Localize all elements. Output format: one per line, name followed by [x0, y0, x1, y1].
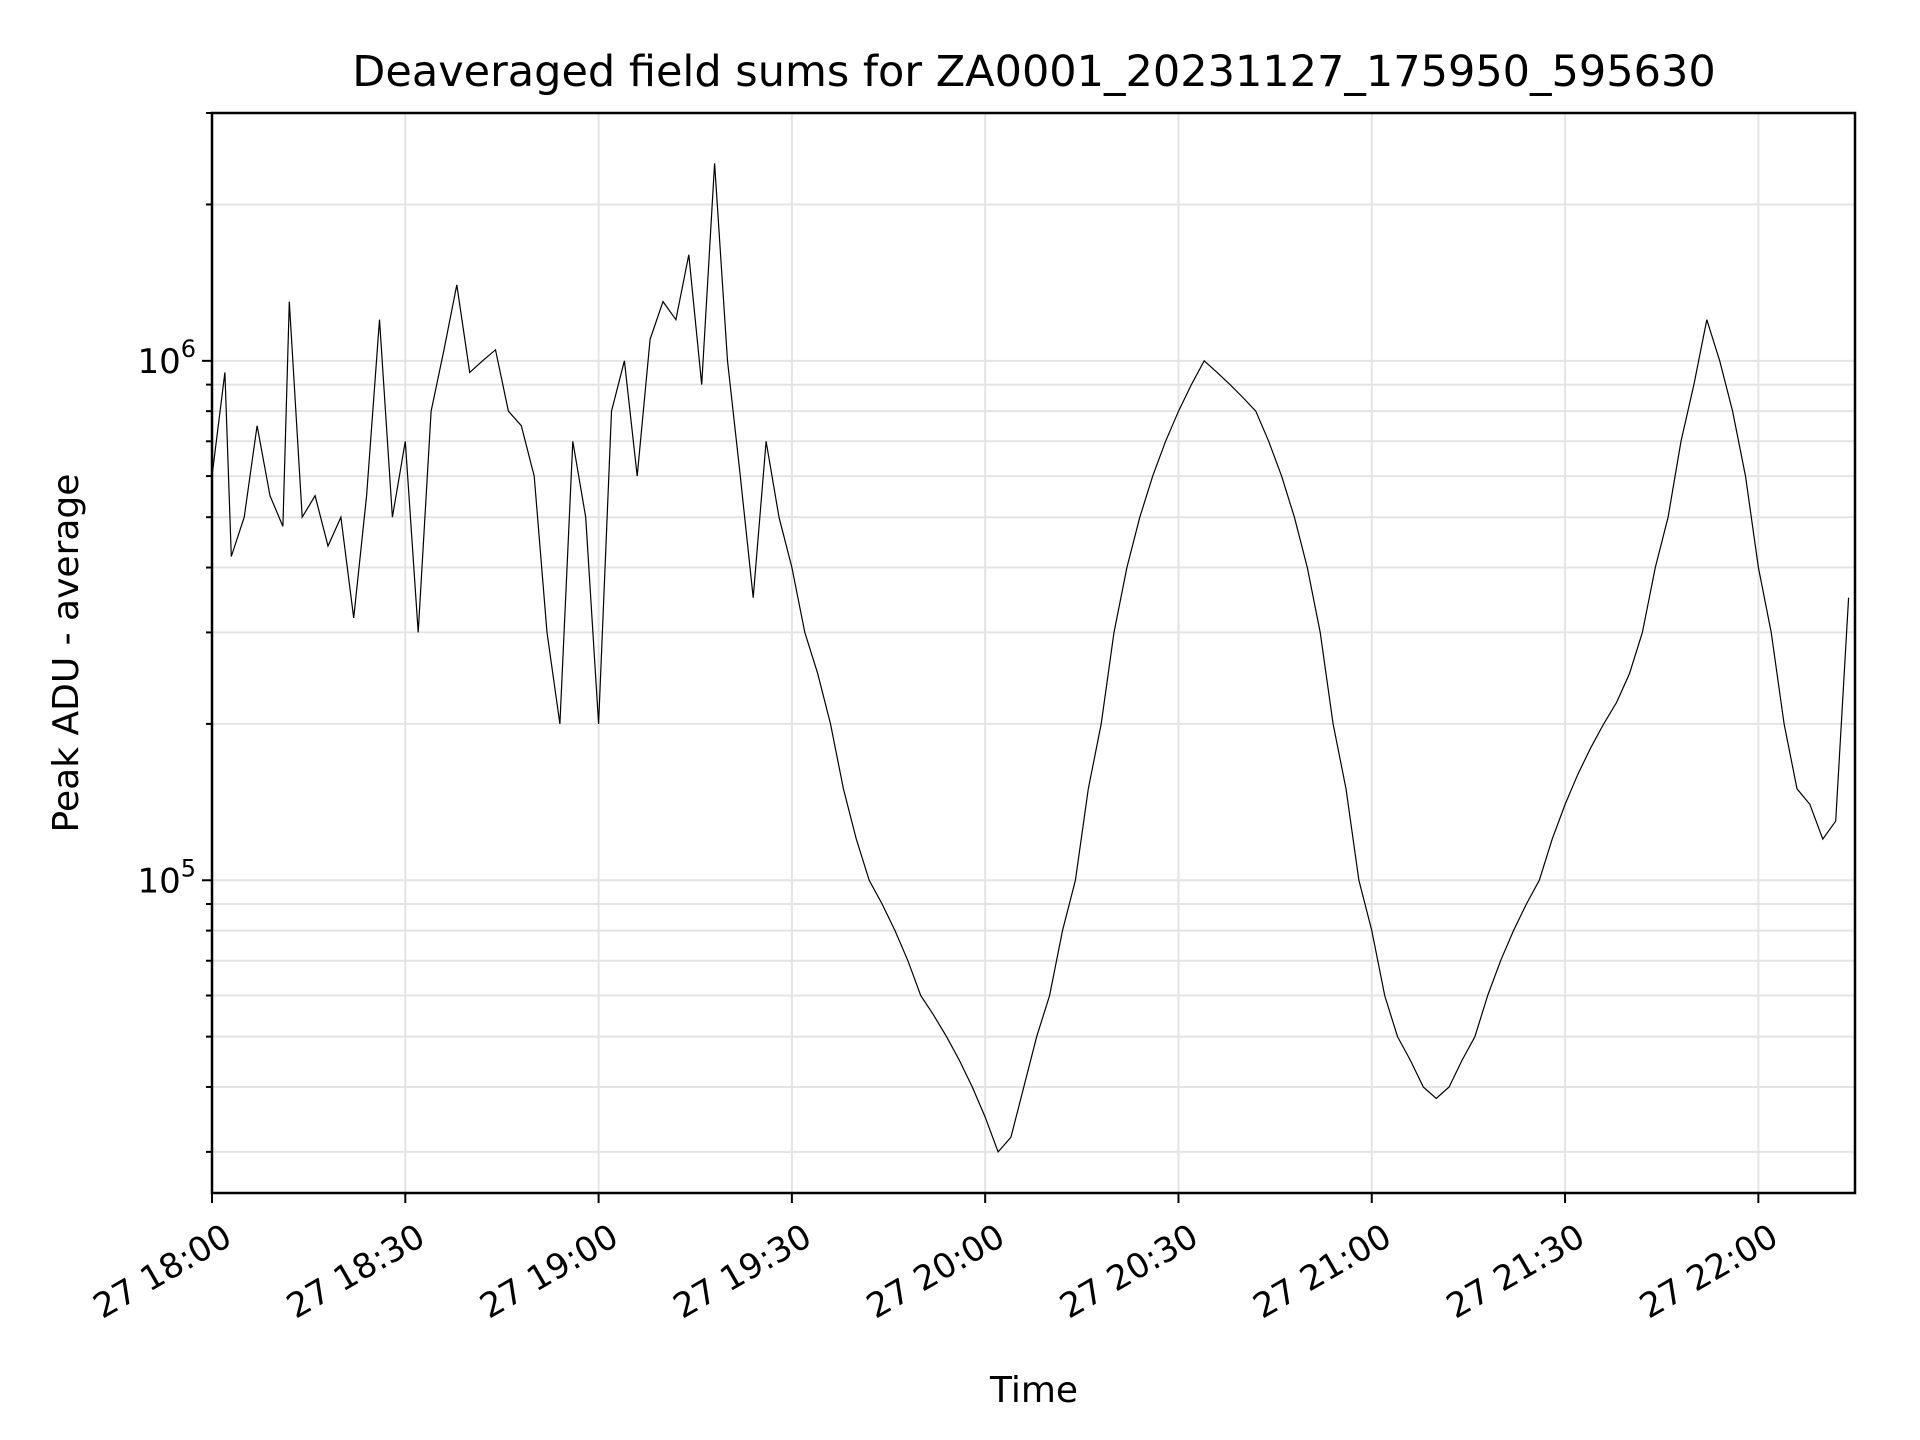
y-tick-label: 106: [137, 335, 196, 382]
x-tick-label: 27 19:30: [667, 1216, 819, 1327]
plot-area: [211, 163, 1850, 1154]
x-tick-label: 27 21:30: [1440, 1216, 1592, 1327]
x-tick-label: 27 20:30: [1053, 1216, 1205, 1327]
y-tick-label: 105: [137, 854, 196, 901]
x-tick-label: 27 19:00: [473, 1216, 625, 1327]
y-axis-label: Peak ADU - average: [46, 474, 87, 833]
x-axis-label: Time: [989, 1370, 1078, 1411]
data-series-line: [211, 163, 1850, 1154]
x-tick-label: 27 20:00: [860, 1216, 1012, 1327]
x-axis: 27 18:00 27 18:30 27 19:00 27 19:30 27 20:00…: [87, 1193, 1785, 1327]
x-tick-label: 27 21:00: [1247, 1216, 1399, 1327]
plot-frame: [210, 111, 1857, 1195]
x-tick-label: 27 22:00: [1633, 1216, 1785, 1327]
x-tick-label: 27 18:30: [280, 1216, 432, 1327]
grid: [211, 112, 1855, 1193]
y-axis: 105 106: [137, 112, 212, 1153]
x-tick-label: 27 18:00: [87, 1216, 239, 1327]
chart-title: Deaveraged field sums for ZA0001_2023112…: [352, 47, 1715, 97]
